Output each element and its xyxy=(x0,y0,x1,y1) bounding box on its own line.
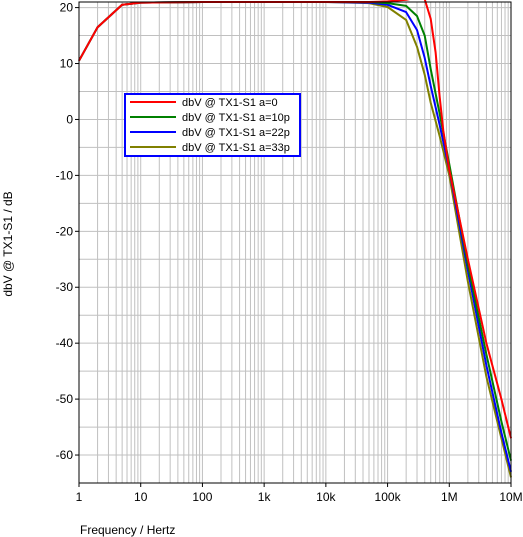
x-tick-label: 1 xyxy=(76,490,83,504)
y-tick-label: 20 xyxy=(60,1,74,15)
y-tick-label: 10 xyxy=(60,57,74,71)
legend-label: dbV @ TX1-S1 a=33p xyxy=(182,142,290,154)
legend-box xyxy=(124,93,301,157)
grid-lines xyxy=(78,2,511,484)
x-tick-label: 100k xyxy=(375,490,402,504)
legend-label: dbV @ TX1-S1 a=22p xyxy=(182,127,290,139)
y-tick-label: -30 xyxy=(56,280,74,294)
x-tick-label: 10k xyxy=(316,490,336,504)
y-tick-label: -20 xyxy=(56,224,74,238)
x-axis-ticks: 1 10 100 1k 10k 100k 1M 10M xyxy=(76,483,523,504)
y-axis-title: dbV @ TX1-S1 / dB xyxy=(1,191,15,296)
x-tick-label: 10M xyxy=(499,490,522,504)
y-tick-label: -50 xyxy=(56,392,74,406)
plot-frame xyxy=(78,1,512,484)
x-tick-label: 1M xyxy=(441,490,458,504)
legend-label: dbV @ TX1-S1 a=10p xyxy=(182,112,290,124)
y-tick-label: 0 xyxy=(66,112,73,126)
y-tick-label: -40 xyxy=(56,336,74,350)
legend-label: dbV @ TX1-S1 a=0 xyxy=(182,97,278,109)
x-tick-label: 100 xyxy=(192,490,212,504)
y-axis-ticks: 20 10 0 -10 -20 -30 -40 -50 -60 xyxy=(56,1,79,462)
y-tick-label: -60 xyxy=(56,448,74,462)
legend: dbV @ TX1-S1 a=0 dbV @ TX1-S1 a=10p dbV @ … xyxy=(124,93,301,157)
y-tick-label: -10 xyxy=(56,168,74,182)
x-tick-label: 10 xyxy=(134,490,148,504)
x-axis-title: Frequency / Hertz xyxy=(80,523,175,537)
x-tick-label: 1k xyxy=(258,490,272,504)
